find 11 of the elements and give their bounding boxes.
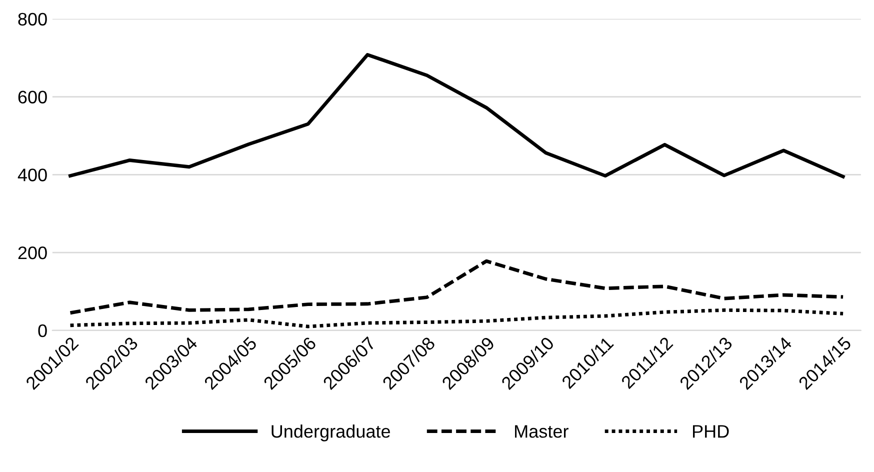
y-tick-label: 400	[18, 168, 47, 182]
y-tick-label: 600	[18, 90, 47, 104]
y-tick-label: 0	[38, 324, 47, 338]
legend-label: Undergraduate	[272, 424, 390, 442]
y-tick-label: 800	[18, 12, 47, 26]
legend-label: Master	[515, 425, 568, 438]
y-tick-label: 200	[18, 246, 47, 260]
line-series	[68, 52, 845, 178]
line-series	[68, 259, 845, 315]
legend-label: PHD	[693, 425, 729, 438]
line-series	[68, 308, 845, 328]
